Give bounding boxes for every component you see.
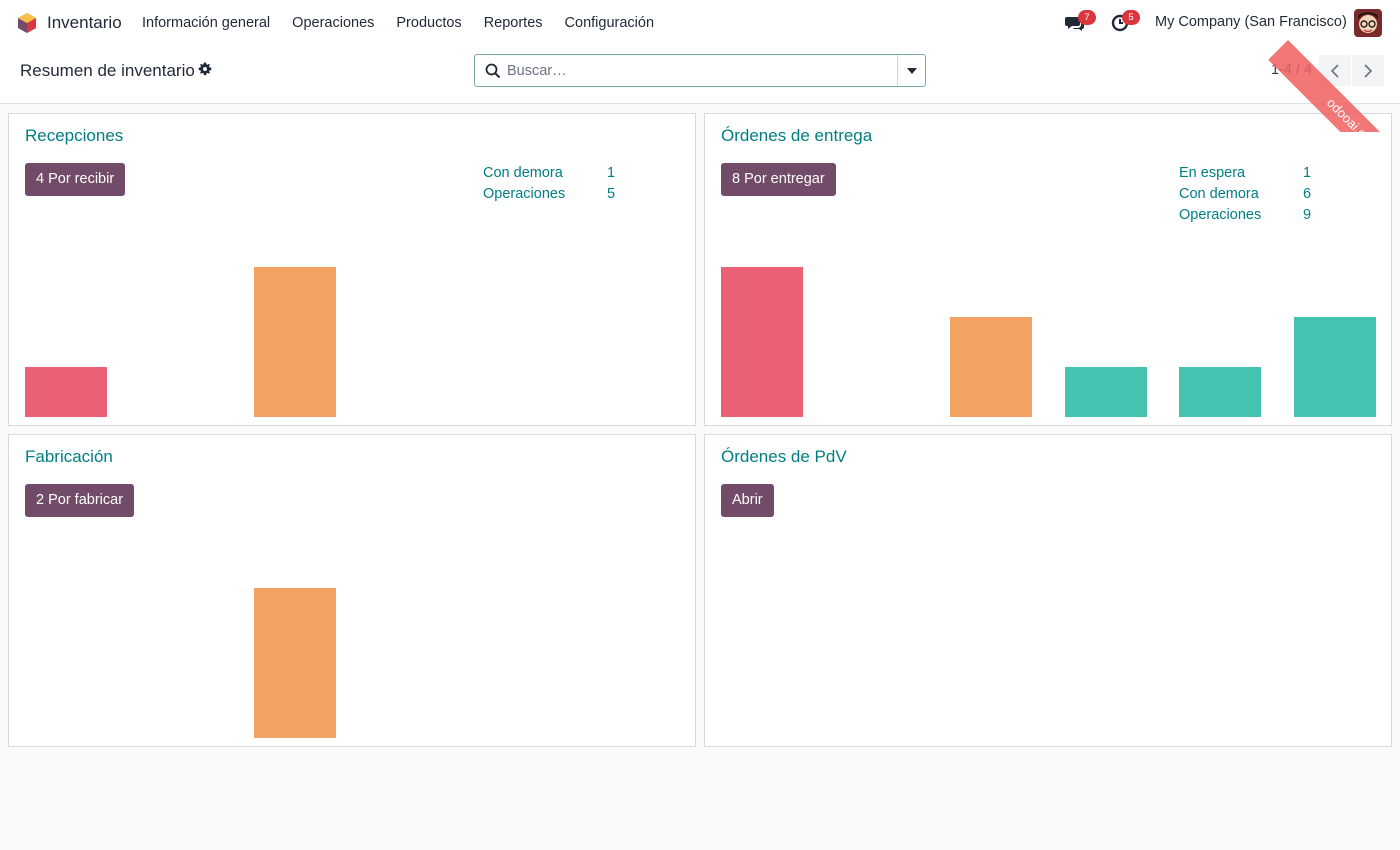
delivery-stat-late[interactable]: Con demora 6 [1179, 186, 1323, 202]
stat-value: 1 [607, 165, 616, 181]
activities-badge: 5 [1122, 10, 1140, 25]
stat-value: 9 [1303, 207, 1312, 223]
stat-value: 1 [1303, 165, 1312, 181]
stat-label: Operaciones [483, 186, 566, 202]
manufacturing-chart-bar[interactable] [254, 588, 337, 738]
search-input[interactable] [507, 59, 893, 82]
stat-label: En espera [1179, 165, 1246, 181]
delivery-chart-bar[interactable] [950, 317, 1033, 417]
inventory-app-logo-icon[interactable] [16, 12, 38, 34]
manufacturing-card: Fabricación 2 Por fabricar [8, 434, 696, 747]
receipts-card: Recepciones 4 Por recibir Con demora 1 O… [8, 113, 696, 426]
stat-label: Con demora [1179, 186, 1259, 202]
menu-item-operations[interactable]: Operaciones [292, 15, 375, 31]
stat-label: Con demora [483, 165, 563, 181]
to-manufacture-button[interactable]: 2 Por fabricar [25, 484, 135, 517]
delivery-chart-bar[interactable] [721, 267, 803, 417]
user-avatar-icon [1354, 9, 1382, 37]
pager-next-button[interactable] [1352, 55, 1384, 86]
menu-item-configuration[interactable]: Configuración [564, 15, 655, 31]
top-navbar: Inventario Información general Operacion… [0, 0, 1400, 46]
delivery-chart-bar[interactable] [1064, 367, 1147, 417]
pos-orders-card-title[interactable]: Órdenes de PdV [721, 447, 847, 466]
messages-badge: 7 [1078, 10, 1096, 25]
user-avatar[interactable] [1354, 9, 1382, 37]
delivery-chart-bar[interactable] [1294, 317, 1376, 417]
menu-item-reports[interactable]: Reportes [483, 15, 543, 31]
manufacturing-card-title[interactable]: Fabricación [25, 447, 113, 466]
caret-down-icon [907, 67, 917, 74]
receipts-chart-bar[interactable] [254, 267, 337, 417]
chevron-right-icon [1364, 63, 1373, 78]
open-button[interactable]: Abrir [721, 484, 774, 517]
control-panel: Resumen de inventario 1-4 / 4 [0, 46, 1400, 104]
receipts-chart-bar[interactable] [25, 367, 107, 417]
stat-value: 5 [607, 186, 616, 202]
pager-value[interactable]: 1-4 / 4 [1271, 62, 1313, 78]
search-box [474, 54, 926, 87]
company-switcher[interactable]: My Company (San Francisco) [1155, 14, 1347, 30]
delivery-chart-bar[interactable] [1179, 367, 1262, 417]
receipts-card-title[interactable]: Recepciones [25, 126, 124, 145]
to-receive-button[interactable]: 4 Por recibir [25, 163, 126, 196]
page-title: Resumen de inventario [20, 61, 195, 80]
delivery-orders-card: Órdenes de entrega 8 Por entregar En esp… [704, 113, 1392, 426]
stat-value: 6 [1303, 186, 1312, 202]
stat-label: Operaciones [1179, 207, 1262, 223]
pager-previous-button[interactable] [1319, 55, 1351, 86]
delivery-stat-operations[interactable]: Operaciones 9 [1179, 207, 1323, 223]
menu-item-overview[interactable]: Información general [142, 15, 271, 31]
delivery-orders-card-title[interactable]: Órdenes de entrega [721, 126, 873, 145]
main-menu: Información general Operaciones Producto… [131, 0, 665, 46]
pos-orders-card: Órdenes de PdV Abrir [704, 434, 1392, 747]
app-name[interactable]: Inventario [47, 13, 122, 32]
search-icon [485, 63, 501, 79]
search-options-toggle[interactable] [897, 55, 926, 86]
gear-icon[interactable] [198, 62, 212, 76]
to-deliver-button[interactable]: 8 Por entregar [721, 163, 836, 196]
menu-item-products[interactable]: Productos [396, 15, 462, 31]
receipts-stat-operations[interactable]: Operaciones 5 [483, 186, 627, 202]
delivery-stat-waiting[interactable]: En espera 1 [1179, 165, 1323, 181]
chevron-left-icon [1330, 63, 1339, 78]
receipts-stat-late[interactable]: Con demora 1 [483, 165, 627, 181]
